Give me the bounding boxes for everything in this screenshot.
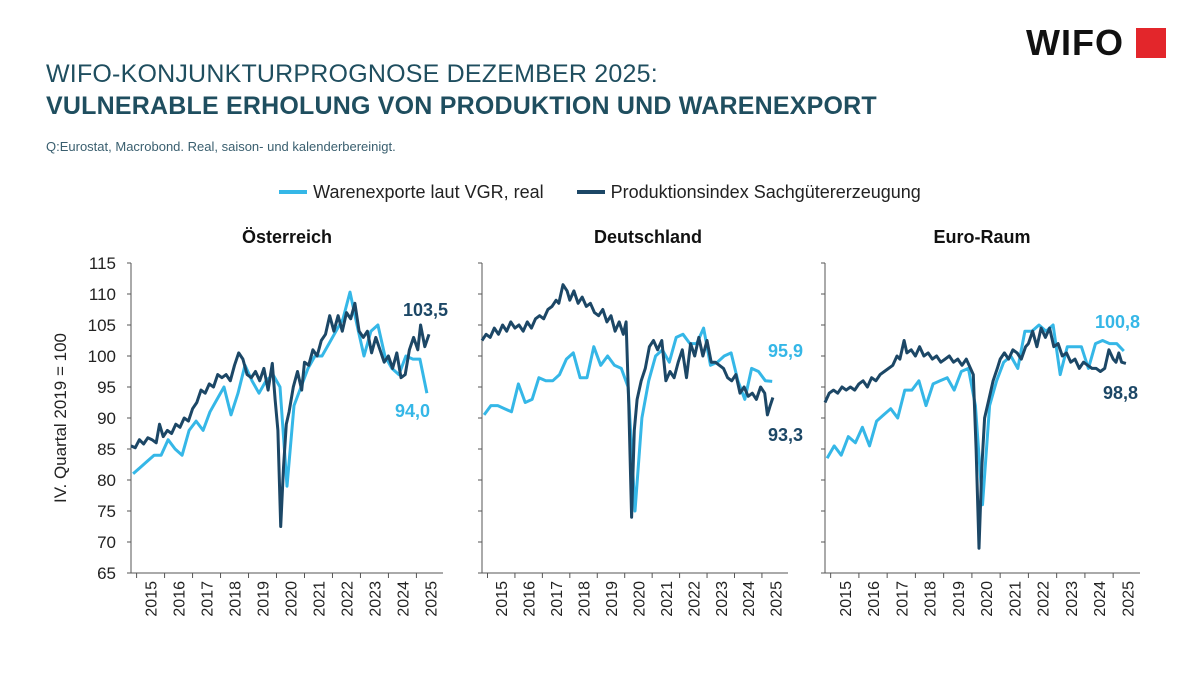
y-tick-label: 115 (89, 254, 116, 273)
x-tick-label: 2023 (367, 581, 384, 617)
y-tick-label: 100 (88, 347, 116, 366)
x-tick-label: 2024 (395, 581, 412, 617)
x-tick-label: 2022 (686, 581, 703, 617)
data-label-production: 103,5 (403, 300, 448, 320)
legend-swatch-exports (279, 190, 308, 194)
x-tick-label: 2017 (549, 581, 566, 617)
legend-swatch-production (576, 190, 605, 194)
source-note: Q:Eurostat, Macrobond. Real, saison- und… (46, 139, 396, 154)
x-tick-label: 2022 (1036, 581, 1053, 617)
y-tick-label: 85 (97, 440, 116, 459)
y-tick-label: 70 (97, 533, 116, 552)
title-line-2: VULNERABLE ERHOLUNG VON PRODUKTION UND W… (46, 92, 877, 120)
x-tick-label: 2020 (979, 581, 996, 617)
legend-label-production: Produktionsindex Sachgütererzeugung (610, 181, 921, 202)
x-tick-label: 2023 (1064, 581, 1081, 617)
x-tick-label: 2023 (714, 581, 731, 617)
data-label-production: 93,3 (768, 425, 803, 445)
panel-title: Österreich (242, 227, 332, 247)
panel-title: Deutschland (594, 227, 702, 247)
x-tick-label: 2021 (311, 581, 328, 617)
title-line-1: WIFO-KONJUNKTURPROGNOSE DEZEMBER 2025: (46, 60, 658, 88)
x-tick-label: 2018 (923, 581, 940, 617)
data-label-production: 98,8 (1103, 383, 1138, 403)
series-line-exports (132, 290, 429, 488)
x-tick-label: 2025 (423, 581, 440, 617)
x-tick-label: 2016 (866, 581, 883, 617)
series-line-production (823, 326, 1127, 550)
wifo-logo-text: WIFO (1026, 22, 1124, 63)
x-tick-label: 2020 (631, 581, 648, 617)
x-tick-label: 2015 (838, 581, 855, 617)
y-tick-label: 80 (97, 471, 116, 490)
x-tick-label: 2021 (659, 581, 676, 617)
x-tick-label: 2018 (228, 581, 245, 617)
y-tick-label: 65 (97, 564, 116, 583)
x-tick-label: 2017 (894, 581, 911, 617)
legend-item-exports: Warenexporte laut VGR, real (279, 181, 544, 203)
y-axis-label: IV. Quartal 2019 = 100 (51, 333, 70, 503)
x-tick-label: 2025 (769, 581, 786, 617)
legend-item-production: Produktionsindex Sachgütererzeugung (576, 181, 921, 203)
panel-title: Euro-Raum (933, 227, 1030, 247)
series-line-production (480, 283, 775, 519)
x-tick-label: 2024 (741, 581, 758, 617)
x-tick-label: 2020 (283, 581, 300, 617)
x-tick-label: 2024 (1092, 581, 1109, 617)
data-label-exports: 100,8 (1095, 312, 1140, 332)
x-tick-label: 2017 (200, 581, 217, 617)
series-line-production (130, 301, 431, 528)
data-label-exports: 95,9 (768, 341, 803, 361)
x-tick-label: 2015 (494, 581, 511, 617)
legend: Warenexporte laut VGR, real Produktionsi… (0, 178, 1200, 203)
x-tick-label: 2015 (144, 581, 161, 617)
x-tick-label: 2016 (522, 581, 539, 617)
wifo-logo: WIFO (1026, 22, 1166, 63)
x-tick-label: 2021 (1007, 581, 1024, 617)
y-tick-label: 90 (97, 409, 116, 428)
x-tick-label: 2019 (951, 581, 968, 617)
legend-label-exports: Warenexporte laut VGR, real (313, 181, 544, 202)
x-tick-label: 2022 (339, 581, 356, 617)
wifo-logo-square (1136, 28, 1166, 58)
y-tick-label: 95 (97, 378, 116, 397)
x-tick-label: 2019 (604, 581, 621, 617)
data-label-exports: 94,0 (395, 401, 430, 421)
y-tick-label: 110 (89, 285, 116, 304)
x-tick-label: 2018 (577, 581, 594, 617)
x-tick-label: 2019 (256, 581, 273, 617)
y-tick-label: 75 (97, 502, 116, 521)
y-tick-label: 105 (88, 316, 116, 335)
x-tick-label: 2016 (172, 581, 189, 617)
x-tick-label: 2025 (1120, 581, 1137, 617)
